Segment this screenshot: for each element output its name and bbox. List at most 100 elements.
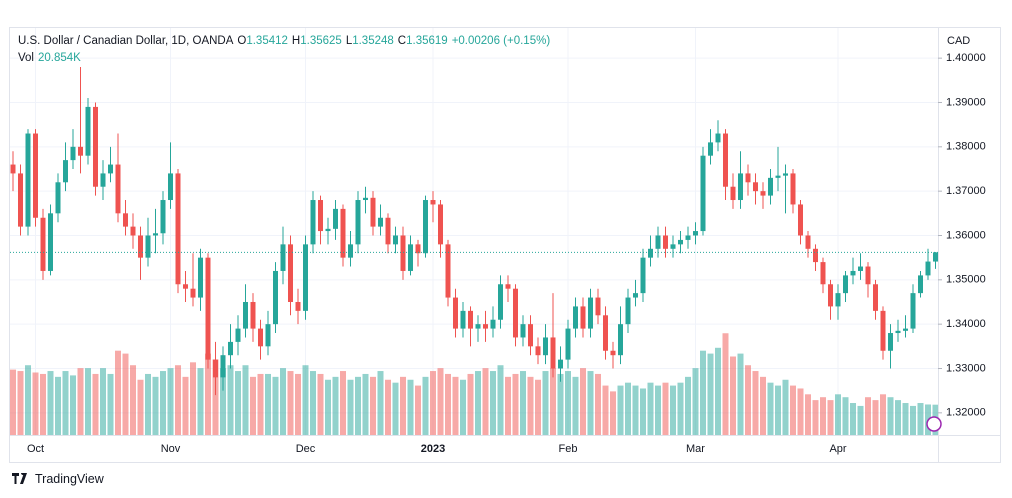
candle-body bbox=[288, 244, 293, 302]
volume-bar bbox=[340, 371, 346, 435]
volume-bar bbox=[182, 376, 189, 435]
volume-bar bbox=[257, 373, 264, 435]
candle-body bbox=[610, 350, 616, 356]
ohlc-value: 1.35619 bbox=[406, 35, 448, 47]
candle-body bbox=[130, 226, 136, 236]
volume-bar bbox=[422, 376, 429, 435]
volume-bar bbox=[887, 397, 894, 435]
candle-body bbox=[115, 164, 121, 214]
volume-bar bbox=[812, 400, 819, 435]
candle-body bbox=[145, 235, 151, 258]
volume-bar bbox=[782, 379, 789, 435]
volume-bar bbox=[452, 376, 459, 435]
candle-body bbox=[430, 200, 436, 205]
volume-bar bbox=[910, 405, 916, 435]
candle-body bbox=[25, 133, 31, 227]
candle-body bbox=[370, 197, 376, 227]
candle-body bbox=[633, 293, 638, 298]
volume-bar bbox=[370, 376, 376, 435]
candle-body bbox=[415, 244, 421, 254]
volume-bar bbox=[235, 371, 241, 435]
y-tick-label: 1.37000 bbox=[946, 185, 986, 197]
candle-body bbox=[78, 146, 83, 156]
candle-body bbox=[453, 297, 458, 329]
volume-bar bbox=[137, 379, 144, 435]
candle-body bbox=[888, 333, 893, 351]
volume-bar bbox=[445, 373, 451, 435]
candle-body bbox=[498, 284, 503, 320]
candle-body bbox=[400, 235, 406, 271]
candle-body bbox=[835, 293, 841, 307]
volume-bar bbox=[617, 385, 624, 435]
brand-name: TradingView bbox=[35, 472, 104, 486]
volume-bar bbox=[55, 376, 61, 435]
volume-bar bbox=[152, 376, 159, 435]
candle-body bbox=[760, 191, 766, 196]
candle-layer bbox=[10, 67, 938, 396]
candle-body bbox=[273, 270, 278, 325]
volume-bar bbox=[377, 371, 384, 435]
candle-body bbox=[408, 244, 413, 271]
candle-body bbox=[535, 346, 541, 356]
candle-body bbox=[933, 252, 938, 262]
candle-body bbox=[580, 306, 586, 329]
volume-bar bbox=[895, 400, 901, 435]
candle-body bbox=[123, 213, 128, 227]
volume-bar bbox=[467, 373, 474, 435]
y-tick-label: 1.34000 bbox=[946, 318, 986, 330]
candle-body bbox=[618, 324, 623, 356]
volume-bar bbox=[295, 373, 301, 435]
volume-bar bbox=[175, 365, 181, 435]
candle-body bbox=[138, 235, 143, 258]
candle-body bbox=[700, 155, 706, 232]
candle-body bbox=[648, 248, 653, 258]
volume-bar bbox=[715, 347, 721, 435]
volume-bar bbox=[550, 368, 556, 435]
volume-bar bbox=[722, 333, 729, 435]
candle-body bbox=[490, 319, 496, 329]
candle-body bbox=[513, 288, 518, 338]
candle-body bbox=[565, 328, 571, 360]
volume-bar bbox=[10, 369, 16, 435]
volume-bar bbox=[752, 371, 759, 435]
volume-bar bbox=[25, 365, 31, 435]
volume-bar bbox=[385, 379, 391, 435]
candle-body bbox=[198, 257, 203, 298]
candle-body bbox=[100, 173, 106, 187]
candle-body bbox=[850, 270, 856, 276]
candle-body bbox=[573, 306, 578, 329]
volume-bar bbox=[287, 371, 294, 435]
volume-bar bbox=[122, 353, 129, 435]
ohlc-value: 1.35625 bbox=[300, 35, 342, 47]
ohlc-value: 1.35412 bbox=[246, 35, 288, 47]
volume-bar bbox=[190, 362, 196, 435]
x-tick-label: Mar bbox=[686, 443, 705, 455]
candle-body bbox=[325, 228, 331, 232]
candle-body bbox=[385, 217, 391, 245]
x-tick-label: Dec bbox=[296, 443, 316, 455]
candle-body bbox=[153, 233, 158, 236]
candle-body bbox=[250, 301, 256, 329]
candle-body bbox=[603, 315, 608, 351]
symbol-title: U.S. Dollar / Canadian Dollar, 1D, OANDA bbox=[18, 35, 234, 47]
volume-bar bbox=[805, 394, 811, 435]
candle-body bbox=[693, 231, 698, 236]
candle-body bbox=[663, 235, 668, 249]
event-icon[interactable] bbox=[926, 416, 942, 432]
volume-bar bbox=[707, 353, 714, 435]
volume-bar bbox=[820, 397, 826, 435]
candle-body bbox=[310, 200, 316, 245]
volume-bar bbox=[505, 376, 511, 435]
volume-bar bbox=[347, 379, 354, 435]
volume-bar bbox=[767, 382, 774, 435]
volume-bar bbox=[212, 359, 219, 435]
volume-bar bbox=[565, 371, 571, 435]
volume-bar bbox=[880, 394, 886, 435]
volume-bar bbox=[332, 376, 339, 435]
candle-body bbox=[880, 310, 886, 351]
candle-body bbox=[468, 310, 473, 329]
volume-bar bbox=[482, 368, 489, 435]
volume-bar bbox=[220, 368, 226, 435]
candle-body bbox=[243, 301, 248, 329]
